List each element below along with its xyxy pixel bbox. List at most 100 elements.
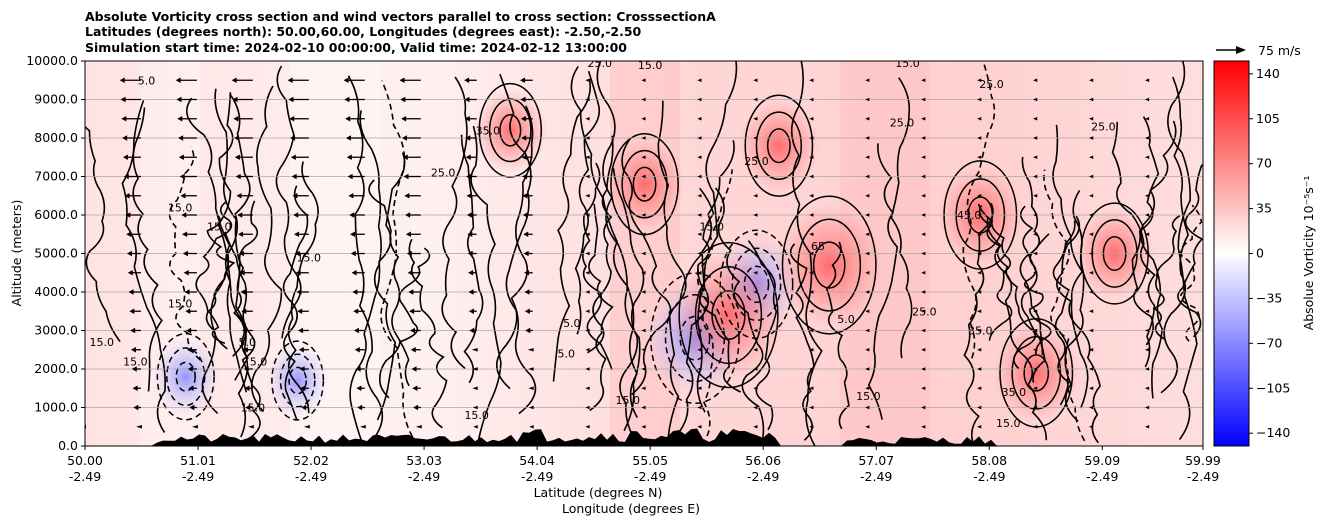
wind-vector	[977, 155, 982, 160]
chart-title-line-3: Simulation start time: 2024-02-10 00:00:…	[85, 40, 627, 55]
negative-vorticity-anomaly	[265, 343, 330, 418]
wind-vector	[523, 250, 533, 257]
wind-vector	[865, 97, 870, 102]
wind-vector	[234, 135, 253, 141]
wind-vector	[1089, 97, 1094, 102]
wind-vector	[585, 116, 590, 121]
wind-vector	[1033, 193, 1038, 198]
wind-vector	[405, 212, 421, 218]
contour-line	[195, 201, 233, 350]
wind-vector	[294, 231, 309, 238]
wind-vector	[809, 193, 814, 198]
wind-vector	[243, 366, 253, 372]
x-tick-label-lat: 56.06	[745, 453, 781, 468]
wind-vector	[585, 232, 590, 237]
wind-vector	[697, 270, 702, 275]
wind-vector	[641, 367, 646, 371]
wind-vector	[522, 212, 533, 218]
wind-vector	[641, 116, 646, 121]
wind-vector	[523, 231, 533, 238]
contour-ring	[731, 247, 782, 322]
wind-vector	[67, 154, 85, 160]
contour-ring	[650, 272, 740, 405]
wind-vector	[697, 347, 702, 352]
contour-line	[588, 203, 614, 412]
contour-line	[825, 241, 850, 430]
wind-vector	[175, 77, 197, 84]
wind-vector	[585, 174, 590, 179]
wind-vector	[1033, 347, 1038, 352]
contour-label: 5.0	[250, 355, 268, 368]
contour-line	[1152, 215, 1181, 340]
wind-vector	[69, 193, 85, 199]
wind-vector	[641, 270, 646, 275]
wind-vector	[1089, 251, 1094, 256]
wind-vector	[244, 385, 253, 392]
colorbar: 140 105 70 35 0 −35 −70 −105 −140 Absolue Vortic…	[1213, 60, 1316, 447]
wind-vector	[409, 327, 421, 334]
terrain-silhouette	[85, 428, 1203, 446]
wind-vector	[466, 173, 477, 180]
wind-vector	[865, 367, 870, 371]
wind-vector	[466, 192, 477, 199]
wind-vector	[641, 347, 646, 352]
wind-vector	[865, 213, 870, 217]
positive-vorticity-anomaly	[993, 323, 1080, 422]
wind-vector	[865, 270, 870, 275]
wind-vector	[401, 135, 421, 141]
wind-vector	[405, 231, 421, 238]
contour-ring	[621, 149, 668, 219]
wind-vector	[1089, 213, 1094, 217]
wind-vector	[865, 405, 870, 410]
wind-vector	[977, 251, 982, 256]
wind-vector	[178, 154, 197, 161]
wind-vector	[524, 308, 533, 315]
contour-label: 15.0	[207, 221, 232, 234]
colorbar-ticks: 140 105 70 35 0 −35 −70 −105 −140	[1249, 66, 1290, 440]
contour-ring	[812, 241, 846, 289]
wind-vector	[809, 251, 814, 256]
wind-vector	[182, 250, 197, 257]
wind-vector	[585, 213, 590, 217]
wind-vector	[183, 269, 197, 276]
wind-vector	[408, 289, 421, 295]
wind-vector	[753, 367, 758, 371]
wind-vector	[241, 308, 253, 315]
contour-line	[789, 243, 815, 441]
contour-label: 45.0	[957, 209, 982, 222]
x-tick-label-lon: -2.49	[69, 469, 101, 484]
wind-vector	[977, 232, 982, 237]
wind-vector	[1089, 116, 1094, 121]
contour-label: 15.0	[616, 394, 641, 407]
x-tick-label-lon: -2.49	[747, 469, 779, 484]
wind-vector	[921, 174, 926, 179]
wind-vector	[466, 212, 477, 218]
wind-vector	[1089, 155, 1094, 160]
wind-vector	[809, 328, 814, 333]
wind-vector	[1144, 347, 1150, 352]
wind-vector	[1089, 386, 1094, 391]
wind-vector	[465, 135, 477, 141]
wind-vector	[1089, 309, 1094, 314]
wind-vector	[136, 424, 142, 429]
wind-vector	[753, 136, 758, 140]
wind-vector	[403, 173, 421, 180]
wind-vector	[753, 155, 758, 160]
wind-vector	[753, 270, 758, 275]
wind-vector	[235, 173, 253, 180]
wind-vector	[585, 309, 590, 314]
contour-line	[587, 135, 614, 354]
contour-line	[978, 204, 1037, 370]
wind-vector	[641, 328, 646, 333]
wind-vector	[464, 77, 477, 84]
wind-vector	[529, 424, 534, 429]
contour-line	[612, 168, 645, 438]
x-tick-label-lon: -2.49	[973, 469, 1005, 484]
wind-vector	[468, 308, 477, 315]
wind-vector	[1144, 97, 1150, 102]
quiver-key-label: 75 m/s	[1258, 43, 1301, 58]
wind-vector	[1033, 290, 1038, 294]
wind-vector	[472, 367, 478, 371]
x-tick-label-lat: 55.05	[632, 453, 668, 468]
contour-ring	[1011, 336, 1062, 410]
